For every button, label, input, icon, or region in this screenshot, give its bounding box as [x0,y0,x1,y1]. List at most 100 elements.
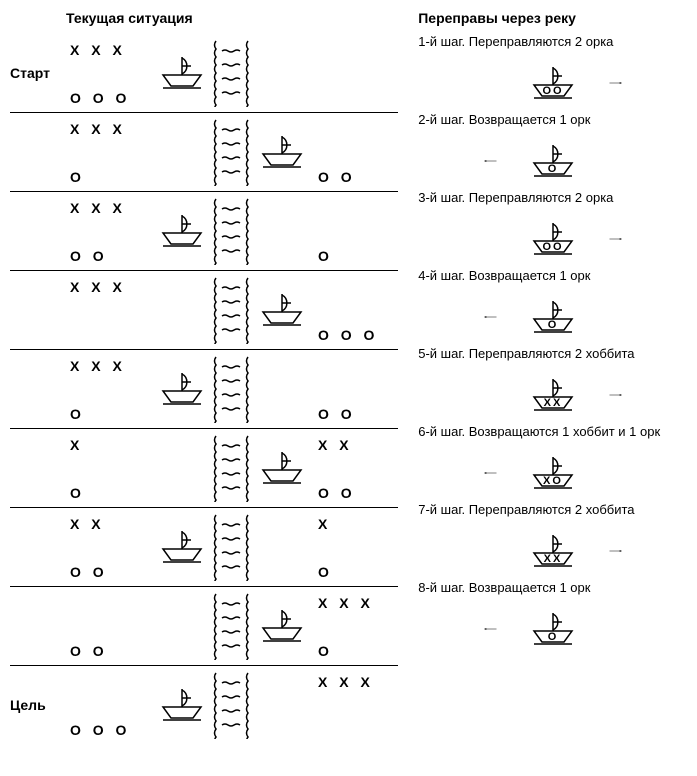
step-text: 1-й шаг. Переправляются 2 орка [418,34,687,52]
step-row: 3-й шаг. Переправляются 2 орка OO [418,190,687,268]
hobbits-left: X [70,437,83,453]
boat-icon [157,685,207,725]
page-layout: Текущая ситуация Старт X X X O O O X X X… [10,10,687,744]
orcs-left: O O [70,643,108,659]
river-icon [208,118,256,186]
boat-slot-right [256,606,308,646]
arrow-right-icon [588,238,644,240]
orcs-right: O O [318,169,356,185]
state-label [10,587,66,665]
state-row: X X X O O O [10,113,398,192]
right-bank: X O [312,508,398,586]
step-text: 8-й шаг. Возвращается 1 орк [418,580,687,598]
step-text: 5-й шаг. Переправляются 2 хоббита [418,346,687,364]
step-text: 6-й шаг. Возвращаются 1 хоббит и 1 орк [418,424,687,442]
river-icon [208,39,256,107]
svg-text:O: O [547,319,558,331]
state-label [10,350,66,428]
steps-list: 1-й шаг. Переправляются 2 орка OO 2-й ша… [418,34,687,658]
situation-column: Текущая ситуация Старт X X X O O O X X X… [10,10,398,744]
river-icon [208,276,256,344]
hobbits-right: X X [318,437,353,453]
orcs-left: O [70,406,85,422]
boat-icon [257,448,307,488]
hobbits-right: X [318,516,331,532]
boat-slot-left [156,527,208,567]
left-bank: X X X [66,271,152,349]
river-zone [152,34,312,112]
arrow-right-icon [588,550,644,552]
step-row: 5-й шаг. Переправляются 2 хоббита XX [418,346,687,424]
boat-icon: O [528,609,578,649]
boat-icon [157,369,207,409]
states-list: Старт X X X O O O X X X O [10,34,398,744]
right-bank [312,34,398,112]
river-zone [152,192,312,270]
state-row: X O X X O O [10,429,398,508]
step-visual: XX [418,524,687,578]
state-row: Цель O O O X X X [10,666,398,744]
orcs-right: O O [318,485,356,501]
river-icon [208,434,256,502]
arrow-right-icon [588,82,644,84]
step-visual: O [418,134,687,188]
left-bank: O O [66,587,152,665]
state-label [10,192,66,270]
step-row: 2-й шаг. Возвращается 1 орк O [418,112,687,190]
svg-text:OO: OO [542,85,563,97]
boat-slot-left [156,53,208,93]
state-row: O O X X X O [10,587,398,666]
step-row: 4-й шаг. Возвращается 1 орк O [418,268,687,346]
river-icon [208,513,256,581]
step-visual: O [418,602,687,656]
boat-icon: XX [528,531,578,571]
orcs-right: O [318,248,333,264]
orcs-right: O O [318,406,356,422]
boat-slot-right [256,448,308,488]
hobbits-left: X X X [70,42,126,58]
left-bank: X X X O [66,350,152,428]
state-label [10,113,66,191]
arrow-left-icon [462,160,518,162]
boat-icon [257,606,307,646]
river-zone [152,666,312,744]
boat-icon: O [528,141,578,181]
river-zone [152,271,312,349]
boat-icon [157,527,207,567]
orcs-right: O [318,643,333,659]
boat-slot-left [156,685,208,725]
left-bank: X X O O [66,508,152,586]
right-bank: O O [312,350,398,428]
step-visual: XO [418,446,687,500]
river-zone [152,587,312,665]
state-label [10,271,66,349]
step-visual: OO [418,56,687,110]
state-row: Старт X X X O O O [10,34,398,113]
boat-icon: XO [528,453,578,493]
state-row: X X X O O O [10,271,398,350]
hobbits-left: X X [70,516,105,532]
boat-icon [257,290,307,330]
step-row: 7-й шаг. Переправляются 2 хоббита XX [418,502,687,580]
step-text: 3-й шаг. Переправляются 2 орка [418,190,687,208]
state-label: Цель [10,666,66,744]
boat-icon: OO [528,63,578,103]
svg-text:OO: OO [542,241,563,253]
orcs-left: O O [70,248,108,264]
arrow-right-icon [588,394,644,396]
river-icon [208,592,256,660]
state-label: Старт [10,34,66,112]
state-row: X X X O O O [10,192,398,271]
river-zone [152,508,312,586]
river-zone [152,113,312,191]
boat-slot-left [156,369,208,409]
orcs-right: O [318,564,333,580]
river-icon [208,671,256,739]
step-row: 1-й шаг. Переправляются 2 орка OO [418,34,687,112]
step-text: 4-й шаг. Возвращается 1 орк [418,268,687,286]
boat-slot-left [156,211,208,251]
svg-text:XO: XO [543,475,563,487]
step-text: 2-й шаг. Возвращается 1 орк [418,112,687,130]
hobbits-left: X X X [70,358,126,374]
step-row: 8-й шаг. Возвращается 1 орк O [418,580,687,658]
